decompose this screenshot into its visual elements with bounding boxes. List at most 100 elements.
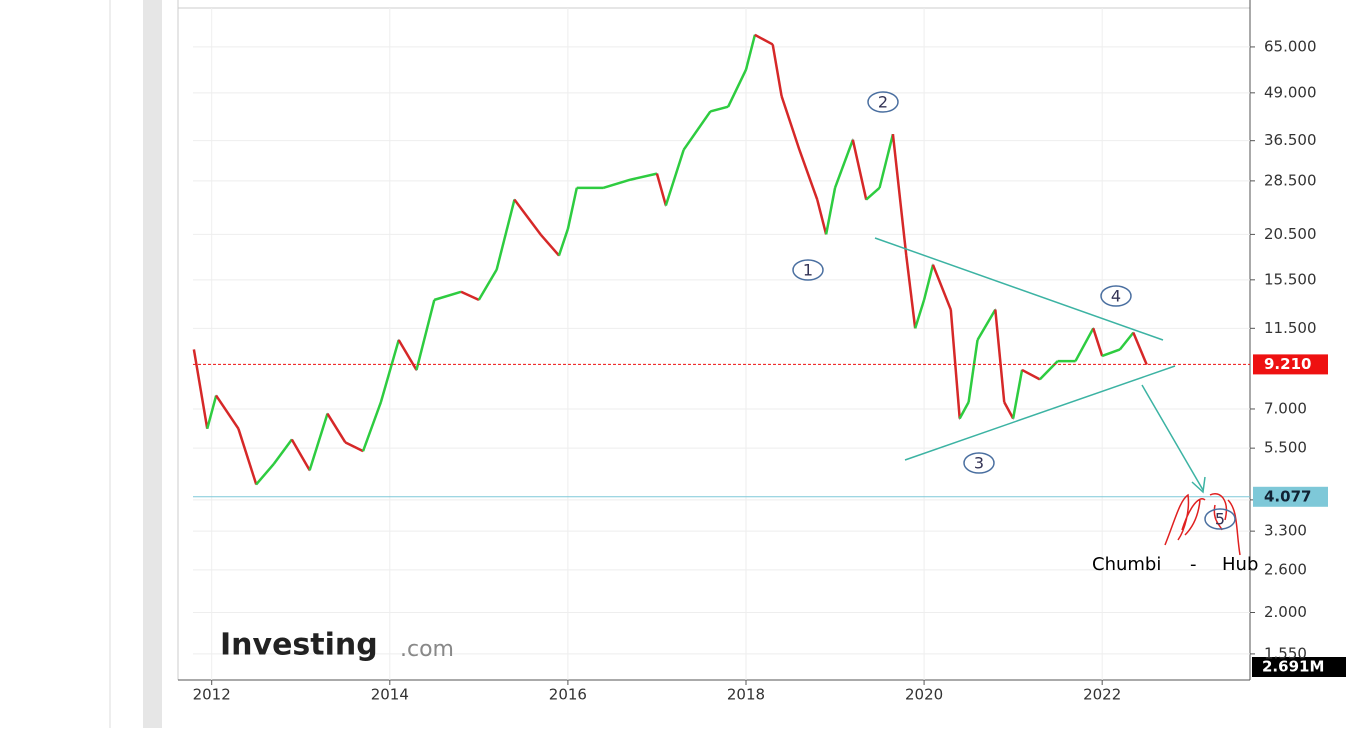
- wave-label: 2: [878, 93, 888, 112]
- price-segment: [824, 187, 837, 235]
- wave-label: 4: [1111, 287, 1121, 306]
- price-segment: [192, 349, 209, 429]
- price-segment: [326, 413, 347, 444]
- price-segment: [603, 178, 631, 190]
- wave-circle: [867, 91, 899, 113]
- price-segment: [816, 199, 828, 235]
- price-segment: [215, 394, 240, 430]
- price-segment: [754, 33, 774, 46]
- scroll-strip: [143, 0, 162, 728]
- price-segment: [477, 269, 498, 301]
- price-segment: [629, 172, 658, 181]
- price-segment: [290, 438, 311, 471]
- y-tick-label: 5.500: [1264, 439, 1307, 457]
- price-segment: [540, 234, 560, 257]
- wave-label: 1: [803, 261, 813, 280]
- price-segment: [361, 401, 383, 452]
- price-segment: [513, 198, 543, 236]
- price-segment: [1021, 368, 1041, 381]
- price-segment: [851, 139, 868, 200]
- wave-circle: [963, 452, 995, 474]
- price-marker: [1253, 354, 1328, 375]
- price-segment: [1074, 327, 1095, 362]
- price-segment: [958, 401, 970, 420]
- y-tick-label: 7.000: [1264, 399, 1307, 417]
- price-segment: [1011, 369, 1024, 419]
- price-segment: [710, 105, 729, 113]
- price-segment: [1038, 360, 1059, 381]
- price-segment: [994, 309, 1006, 403]
- y-tick-label: 11.500: [1264, 319, 1317, 337]
- price-segment: [460, 290, 480, 302]
- y-tick-label: 28.500: [1264, 171, 1317, 189]
- price-segment: [771, 44, 783, 97]
- price-line: [193, 34, 1148, 486]
- x-tick-label: 2020: [905, 686, 943, 704]
- price-segment: [931, 264, 952, 311]
- y-tick-label: 3.300: [1264, 522, 1307, 540]
- x-tick-label: 2016: [549, 686, 587, 704]
- price-segment: [905, 255, 917, 329]
- price-segment: [566, 187, 579, 230]
- price-segment: [495, 199, 516, 270]
- grid: [193, 8, 1250, 680]
- wave-label: 3: [974, 454, 984, 473]
- price-segment: [1003, 401, 1015, 420]
- price-marker: [1253, 486, 1328, 507]
- y-tick-label: 65.000: [1264, 37, 1317, 55]
- price-segment: [397, 339, 418, 371]
- scribble: [1164, 493, 1241, 556]
- volume-box: [1252, 657, 1346, 677]
- price-segment: [780, 95, 801, 151]
- price-segment: [273, 438, 293, 465]
- annotation: Chumbi: [1092, 554, 1161, 575]
- price-segment: [308, 413, 329, 471]
- handwriting: Chumbi - Hub: [1092, 554, 1258, 575]
- price-segment: [744, 34, 757, 71]
- price-segment: [891, 134, 908, 256]
- price-segment: [1132, 332, 1148, 366]
- price-segment: [344, 441, 364, 453]
- price-marker-label: 9.210: [1264, 355, 1311, 373]
- price-segment: [976, 309, 997, 341]
- price-segment: [1119, 331, 1135, 351]
- plot: [192, 33, 1250, 498]
- annotation: Hub: [1222, 554, 1258, 575]
- x-tick-label: 2018: [727, 686, 765, 704]
- price-segment: [833, 139, 855, 189]
- y-tick-label: 15.500: [1264, 270, 1317, 288]
- price-segment: [1101, 348, 1121, 358]
- watermark: Investing: [220, 628, 378, 663]
- watermark: .com: [400, 637, 454, 662]
- price-segment: [664, 149, 685, 206]
- price-segment: [865, 186, 881, 201]
- price-segment: [798, 149, 819, 201]
- y-tick-label: 36.500: [1264, 131, 1317, 149]
- price-segment: [206, 395, 218, 430]
- price-segment: [237, 428, 258, 485]
- price-segment: [727, 69, 748, 108]
- x-tick-label: 2022: [1083, 686, 1121, 704]
- y-tick-label: 2.600: [1264, 560, 1307, 578]
- wave-circle: [792, 259, 824, 281]
- price-segment: [655, 173, 668, 206]
- price-marker-label: 4.077: [1264, 487, 1311, 505]
- price-segment: [557, 228, 570, 256]
- price-segment: [878, 133, 895, 189]
- price-segment: [433, 290, 462, 302]
- price-segment: [922, 264, 935, 301]
- wave-circle: [1204, 508, 1236, 530]
- x-tick-label: 2014: [371, 686, 409, 704]
- wave-labels: 1 2 3 4 5: [792, 91, 1236, 530]
- y-tick-label: 20.500: [1264, 225, 1317, 243]
- price-segment: [967, 339, 979, 403]
- price-segment: [682, 110, 712, 151]
- price-segment: [255, 462, 275, 486]
- price-segment: [415, 299, 436, 371]
- y-tick-label: 49.000: [1264, 83, 1317, 101]
- triangle: [874, 237, 1206, 494]
- y-tick-label: 2.000: [1264, 603, 1307, 621]
- wave-circle: [1100, 285, 1132, 307]
